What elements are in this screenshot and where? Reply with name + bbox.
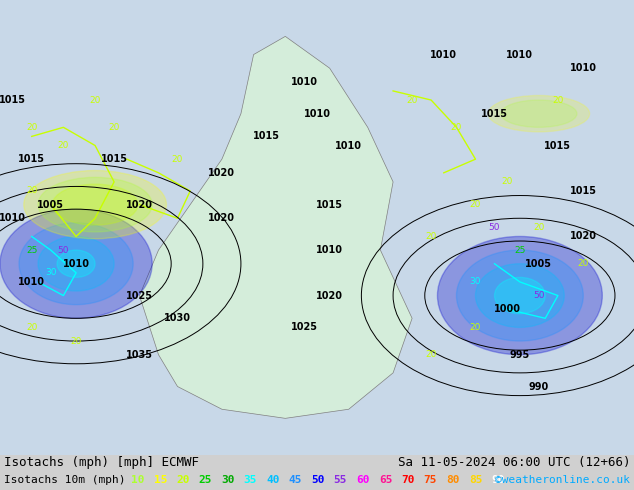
Text: 20: 20 — [70, 337, 82, 345]
Text: 70: 70 — [401, 475, 415, 485]
Ellipse shape — [501, 100, 577, 127]
Text: 30: 30 — [221, 475, 235, 485]
Text: ©weatheronline.co.uk: ©weatheronline.co.uk — [495, 475, 630, 485]
Text: 1005: 1005 — [37, 199, 64, 210]
Text: 1010: 1010 — [430, 49, 457, 60]
Text: 20: 20 — [501, 177, 513, 186]
Text: 20: 20 — [26, 323, 37, 332]
Ellipse shape — [488, 96, 590, 132]
Text: 85: 85 — [469, 475, 482, 485]
Text: 50: 50 — [311, 475, 325, 485]
Text: 50: 50 — [533, 291, 545, 300]
Text: 1010: 1010 — [316, 245, 343, 255]
Text: Sa 11-05-2024 06:00 UTC (12+66): Sa 11-05-2024 06:00 UTC (12+66) — [398, 456, 630, 469]
Text: 20: 20 — [406, 96, 418, 104]
Text: 1030: 1030 — [164, 313, 191, 323]
Circle shape — [476, 264, 564, 327]
Text: 75: 75 — [424, 475, 437, 485]
Text: 1025: 1025 — [126, 291, 153, 300]
Text: 1020: 1020 — [209, 168, 235, 178]
Text: 15: 15 — [154, 475, 167, 485]
Text: 20: 20 — [552, 96, 564, 104]
Text: 20: 20 — [425, 350, 437, 359]
Text: 1010: 1010 — [291, 77, 318, 87]
Text: 20: 20 — [533, 223, 545, 232]
Text: 990: 990 — [529, 382, 549, 392]
Circle shape — [495, 277, 545, 314]
Polygon shape — [139, 36, 412, 418]
Text: 40: 40 — [266, 475, 280, 485]
Text: 1020: 1020 — [209, 213, 235, 223]
Text: Isotachs 10m (mph): Isotachs 10m (mph) — [4, 475, 126, 485]
Circle shape — [437, 237, 602, 355]
Text: 30: 30 — [45, 269, 56, 277]
Text: 1020: 1020 — [570, 231, 597, 242]
Text: 20: 20 — [172, 155, 183, 164]
Ellipse shape — [52, 184, 138, 225]
Text: 20: 20 — [58, 141, 69, 150]
Text: 30: 30 — [470, 277, 481, 287]
Text: 995: 995 — [510, 350, 530, 360]
Text: 20: 20 — [470, 323, 481, 332]
Text: 1015: 1015 — [253, 131, 280, 142]
Text: 20: 20 — [578, 259, 589, 268]
Text: 1020: 1020 — [316, 291, 343, 300]
Text: 10: 10 — [131, 475, 145, 485]
Text: 1010: 1010 — [0, 213, 26, 223]
Text: 25: 25 — [514, 245, 526, 255]
Text: 60: 60 — [356, 475, 370, 485]
Circle shape — [57, 250, 95, 277]
Text: 1010: 1010 — [570, 63, 597, 73]
Text: 1025: 1025 — [291, 322, 318, 332]
Text: 20: 20 — [108, 123, 120, 132]
Text: 90: 90 — [491, 475, 505, 485]
Circle shape — [456, 250, 583, 341]
Text: 20: 20 — [26, 123, 37, 132]
Text: 20: 20 — [26, 187, 37, 196]
Text: 1015: 1015 — [18, 154, 45, 164]
Text: 1035: 1035 — [126, 350, 153, 360]
Text: 35: 35 — [243, 475, 257, 485]
Text: 1005: 1005 — [526, 259, 552, 269]
Ellipse shape — [38, 177, 152, 232]
Text: 1010: 1010 — [304, 109, 330, 119]
Text: 55: 55 — [333, 475, 347, 485]
Circle shape — [19, 223, 133, 305]
Text: 50: 50 — [58, 245, 69, 255]
Text: 80: 80 — [446, 475, 460, 485]
Text: 1010: 1010 — [335, 141, 362, 150]
Text: 20: 20 — [89, 96, 101, 104]
Text: 65: 65 — [378, 475, 392, 485]
Text: 1015: 1015 — [316, 199, 343, 210]
Ellipse shape — [24, 171, 166, 239]
Circle shape — [0, 209, 152, 318]
Text: 1015: 1015 — [481, 109, 508, 119]
Text: 20: 20 — [470, 200, 481, 209]
Text: 1015: 1015 — [0, 95, 26, 105]
Text: Isotachs (mph) [mph] ECMWF: Isotachs (mph) [mph] ECMWF — [4, 456, 199, 469]
Text: 1000: 1000 — [494, 304, 521, 314]
Text: 1010: 1010 — [63, 259, 89, 269]
Text: 20: 20 — [176, 475, 190, 485]
Text: 1020: 1020 — [126, 199, 153, 210]
Circle shape — [38, 237, 114, 291]
Text: 20: 20 — [425, 232, 437, 241]
Text: 1010: 1010 — [507, 49, 533, 60]
Text: 45: 45 — [288, 475, 302, 485]
Text: 1015: 1015 — [545, 141, 571, 150]
Text: 1015: 1015 — [570, 186, 597, 196]
Text: 25: 25 — [26, 245, 37, 255]
Text: 25: 25 — [198, 475, 212, 485]
Text: 1010: 1010 — [18, 277, 45, 287]
Text: 50: 50 — [489, 223, 500, 232]
Text: 1015: 1015 — [101, 154, 127, 164]
Text: 20: 20 — [451, 123, 462, 132]
